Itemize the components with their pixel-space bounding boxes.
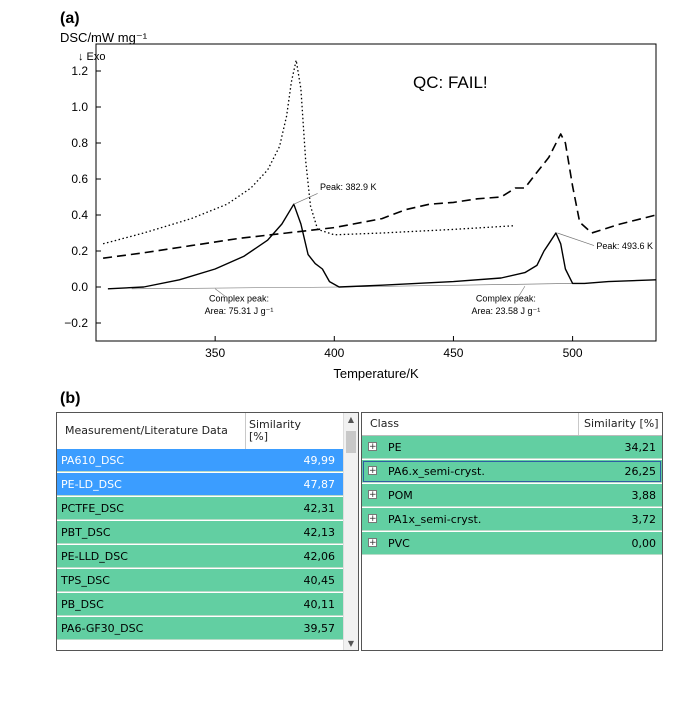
expand-plus-icon[interactable]: +	[368, 514, 377, 524]
series-line-dashed	[102, 133, 657, 259]
similarity-value: 42,06	[303, 550, 336, 563]
y-tick-label: 1.0	[71, 100, 88, 114]
measurement-similarity-table: Measurement/Literature Data Similarity […	[56, 412, 359, 651]
measurement-name: PA6-GF30_DSC	[61, 622, 144, 635]
x-tick-label: 400	[324, 346, 344, 360]
table-header: Class Similarity [%]	[362, 413, 662, 436]
area1-title: Complex peak:	[209, 293, 269, 303]
class-name: PA6.x_semi-cryst.	[388, 465, 485, 478]
peak2-label: Peak: 493.6 K	[596, 241, 653, 251]
x-tick-label: 500	[563, 346, 583, 360]
y-tick-label: 0.4	[71, 208, 88, 222]
measurement-name: PE-LD_DSC	[61, 478, 122, 491]
class-similarity-table: Class Similarity [%] + PE 34,21 + PA6.x_semi…	[361, 412, 663, 651]
exo-direction-label: ↓ Exo	[78, 51, 106, 63]
class-name: PVC	[388, 537, 410, 550]
table-row[interactable]: PBT_DSC 42,13	[57, 521, 343, 544]
similarity-value: 47,87	[303, 478, 336, 491]
column-header-class[interactable]: Class	[370, 417, 399, 430]
table-row[interactable]: + POM 3,88	[362, 484, 662, 507]
class-name: POM	[388, 489, 413, 502]
y-tick-label: 0.2	[71, 244, 88, 258]
y-tick-label: 1.2	[71, 64, 88, 78]
area2-leader	[517, 285, 526, 298]
measurement-name: PA610_DSC	[61, 454, 125, 467]
similarity-value: 49,99	[303, 454, 336, 467]
similarity-value: 0,00	[631, 537, 657, 550]
panel-b-label: (b)	[60, 390, 81, 407]
scroll-thumb[interactable]	[346, 431, 356, 453]
y-tick-label: −0.2	[64, 316, 88, 330]
measurement-name: PBT_DSC	[61, 526, 111, 539]
column-header-similarity[interactable]: Similarity [%]	[249, 418, 302, 443]
plot-frame	[95, 43, 657, 342]
similarity-value: 3,72	[631, 513, 657, 526]
similarity-value: 34,21	[624, 441, 657, 454]
area2-title: Complex peak:	[476, 293, 536, 303]
series-line-solid	[107, 203, 657, 290]
column-header-measurement[interactable]: Measurement/Literature Data	[65, 424, 228, 437]
y-axis-label: DSC/mW mg⁻¹	[60, 30, 148, 45]
scroll-up-arrow-icon[interactable]: ▲	[347, 415, 355, 424]
column-divider[interactable]	[245, 413, 246, 449]
peak2-leader	[557, 232, 595, 246]
table-row[interactable]: PE-LLD_DSC 42,06	[57, 545, 343, 568]
column-header-similarity[interactable]: Similarity [%]	[584, 417, 659, 430]
dsc-chart: 350 400 450 500 −0.2 0.0 0.2 0.4 0.6 0.8 1.0 1.2 DSC…	[60, 30, 657, 381]
expand-plus-icon[interactable]: +	[368, 490, 377, 500]
measurement-name: PE-LLD_DSC	[61, 550, 128, 563]
table-row[interactable]: TPS_DSC 40,45	[57, 569, 343, 592]
table-row[interactable]: PE-LD_DSC 47,87	[57, 473, 343, 496]
table-header: Measurement/Literature Data Similarity […	[57, 413, 358, 450]
expand-plus-icon[interactable]: +	[368, 442, 377, 452]
area1-leader	[214, 288, 228, 299]
similarity-value: 26,25	[624, 465, 657, 478]
table-row[interactable]: + PA6.x_semi-cryst. 26,25	[362, 460, 662, 483]
table-row[interactable]: + PE 34,21	[362, 436, 662, 459]
y-tick-label: 0.8	[71, 136, 88, 150]
y-tick-label: 0.6	[71, 172, 88, 186]
x-axis-label: Temperature/K	[333, 366, 419, 381]
table-row[interactable]: PA610_DSC 49,99	[57, 449, 343, 472]
area2-value: Area: 23.58 J g⁻¹	[471, 306, 540, 316]
x-tick-label: 350	[205, 346, 225, 360]
class-name: PA1x_semi-cryst.	[388, 513, 482, 526]
expand-plus-icon[interactable]: +	[368, 466, 377, 476]
similarity-value: 39,57	[303, 622, 336, 635]
vertical-scrollbar[interactable]: ▲ ▼	[343, 413, 358, 650]
similarity-value: 40,11	[303, 598, 336, 611]
expand-plus-icon[interactable]: +	[368, 538, 377, 548]
scroll-down-arrow-icon[interactable]: ▼	[347, 639, 355, 648]
table-row[interactable]: + PA1x_semi-cryst. 3,72	[362, 508, 662, 531]
qc-status-text: QC: FAIL!	[413, 73, 488, 92]
y-tick-label: 0.0	[71, 280, 88, 294]
similarity-value: 42,13	[303, 526, 336, 539]
similarity-value: 3,88	[631, 489, 657, 502]
similarity-value: 40,45	[303, 574, 336, 587]
x-tick-label: 450	[443, 346, 463, 360]
measurement-name: PCTFE_DSC	[61, 502, 124, 515]
table-row[interactable]: PCTFE_DSC 42,31	[57, 497, 343, 520]
integration-baseline-1	[131, 286, 342, 290]
peak1-label: Peak: 382.9 K	[320, 182, 377, 192]
class-name: PE	[388, 441, 402, 454]
table-row[interactable]: + PVC 0,00	[362, 532, 662, 555]
peak1-leader	[293, 193, 318, 205]
column-divider[interactable]	[578, 413, 579, 435]
integration-baseline-2	[341, 283, 573, 288]
panel-a-label: (a)	[60, 10, 80, 27]
measurement-name: TPS_DSC	[61, 574, 110, 587]
area1-value: Area: 75.31 J g⁻¹	[205, 306, 274, 316]
similarity-value: 42,31	[303, 502, 336, 515]
measurement-name: PB_DSC	[61, 598, 104, 611]
table-row[interactable]: PA6-GF30_DSC 39,57	[57, 617, 343, 640]
table-row[interactable]: PB_DSC 40,11	[57, 593, 343, 616]
